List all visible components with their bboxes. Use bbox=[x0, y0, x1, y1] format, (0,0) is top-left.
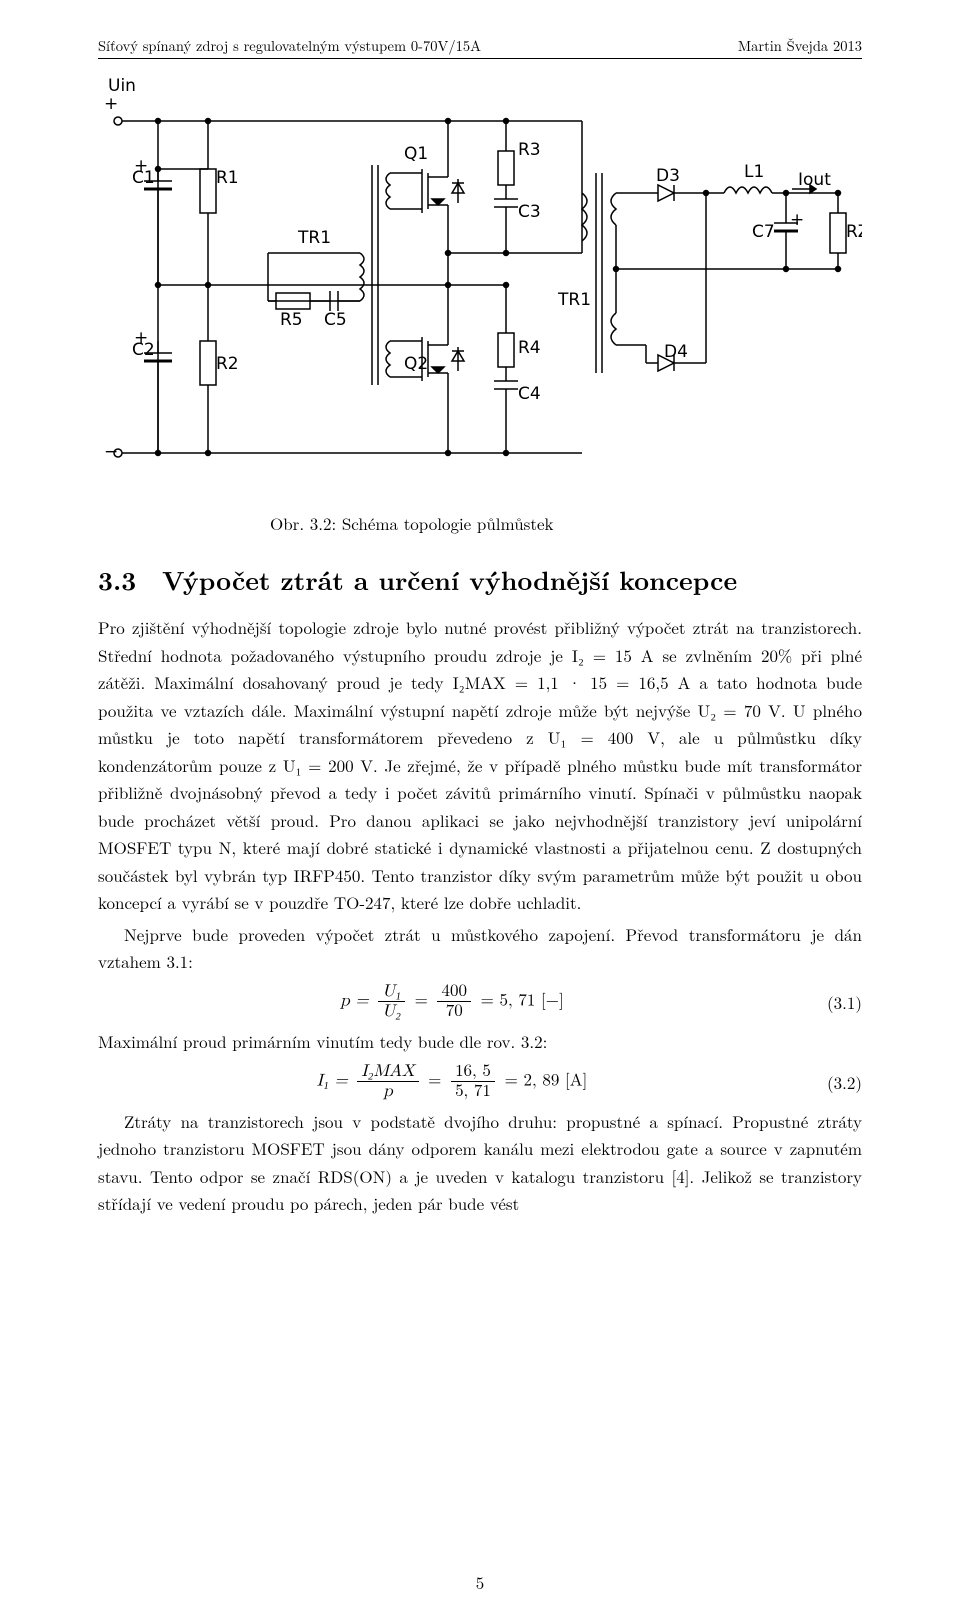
label-c3: C3 bbox=[518, 202, 541, 222]
label-tr1a: TR1 bbox=[297, 228, 331, 248]
page: Síťový spínaný zdroj s regulovatelným vý… bbox=[0, 0, 960, 1608]
paragraph-3: Maximální proud primárním vinutím tedy b… bbox=[98, 1028, 862, 1056]
eq1-lhs: p = bbox=[340, 993, 368, 1010]
svg-text:+: + bbox=[134, 156, 148, 176]
eq1-rhs: = 5, 71 [−] bbox=[481, 993, 564, 1010]
label-c4: C4 bbox=[518, 384, 541, 404]
label-r3: R3 bbox=[518, 140, 541, 160]
figure-caption: Obr. 3.2: Schéma topologie půlmůstek bbox=[270, 511, 862, 535]
paragraph-4: Ztráty na tranzistorech jsou v podstatě … bbox=[98, 1108, 862, 1218]
label-tr1b: TR1 bbox=[557, 290, 591, 310]
eq1-mid: = bbox=[415, 993, 428, 1010]
label-d3: D3 bbox=[656, 166, 680, 186]
label-c7: C7 bbox=[752, 222, 775, 242]
eq2-rhs: = 2, 89 [A] bbox=[505, 1072, 588, 1089]
label-r5: R5 bbox=[280, 310, 303, 330]
eq1-f2-num: 400 bbox=[437, 982, 471, 1003]
page-number: 5 bbox=[0, 1570, 960, 1594]
label-c5: C5 bbox=[324, 310, 347, 330]
running-head: Síťový spínaný zdroj s regulovatelným vý… bbox=[98, 36, 862, 59]
eq1-number: (3.1) bbox=[806, 990, 862, 1014]
paragraph-2a: Nejprve bude proveden výpočet ztrát u mů… bbox=[98, 921, 862, 976]
label-minus-in: − bbox=[104, 442, 118, 462]
label-l1: L1 bbox=[744, 162, 764, 182]
eq2-f1-num: I₂MAX bbox=[357, 1062, 418, 1083]
circuit-figure: Uin + C1 + C2 + bbox=[98, 73, 862, 493]
section-heading: 3.3 Výpočet ztrát a určení výhodnější ko… bbox=[98, 561, 862, 598]
label-uin: Uin bbox=[108, 76, 136, 96]
circuit-svg: Uin + C1 + C2 + bbox=[98, 73, 862, 493]
label-r2: R2 bbox=[216, 354, 239, 374]
svg-text:+: + bbox=[134, 328, 148, 348]
running-head-right: Martin Švejda 2013 bbox=[738, 36, 862, 56]
equation-3-2: I₁ = I₂MAX p = 16, 5 5, 71 = 2, 89 [A] (… bbox=[98, 1062, 862, 1102]
label-r1: R1 bbox=[216, 168, 239, 188]
equation-3-2-body: I₁ = I₂MAX p = 16, 5 5, 71 = 2, 89 [A] bbox=[98, 1062, 806, 1102]
eq2-f1-den: p bbox=[357, 1082, 418, 1102]
eq1-f1-den: U₂ bbox=[378, 1002, 405, 1022]
label-q2: Q2 bbox=[404, 354, 428, 374]
equation-3-1-body: p = U₁ U₂ = 400 70 = 5, 71 [−] bbox=[98, 982, 806, 1022]
label-r4: R4 bbox=[518, 338, 541, 358]
eq1-f2-den: 70 bbox=[437, 1002, 471, 1022]
eq2-mid: = bbox=[428, 1072, 441, 1089]
label-rz: RZ bbox=[846, 222, 862, 242]
paragraph-1: Pro zjištění výhodnější topologie zdroje… bbox=[98, 614, 862, 917]
equation-3-1: p = U₁ U₂ = 400 70 = 5, 71 [−] (3.1) bbox=[98, 982, 862, 1022]
label-plus-in: + bbox=[104, 94, 118, 114]
label-iout: Iout bbox=[798, 170, 831, 190]
eq2-f2-den: 5, 71 bbox=[451, 1082, 495, 1102]
eq2-f2-num: 16, 5 bbox=[451, 1062, 495, 1083]
label-q1: Q1 bbox=[404, 144, 428, 164]
eq1-f1-num: U₁ bbox=[378, 982, 405, 1003]
section-number: 3.3 bbox=[98, 561, 138, 598]
eq2-lhs: I₁ = bbox=[317, 1072, 348, 1089]
label-c7-plus: + bbox=[790, 210, 804, 230]
section-title: Výpočet ztrát a určení výhodnější koncep… bbox=[162, 561, 737, 598]
running-head-left: Síťový spínaný zdroj s regulovatelným vý… bbox=[98, 36, 481, 56]
eq2-number: (3.2) bbox=[806, 1070, 862, 1094]
